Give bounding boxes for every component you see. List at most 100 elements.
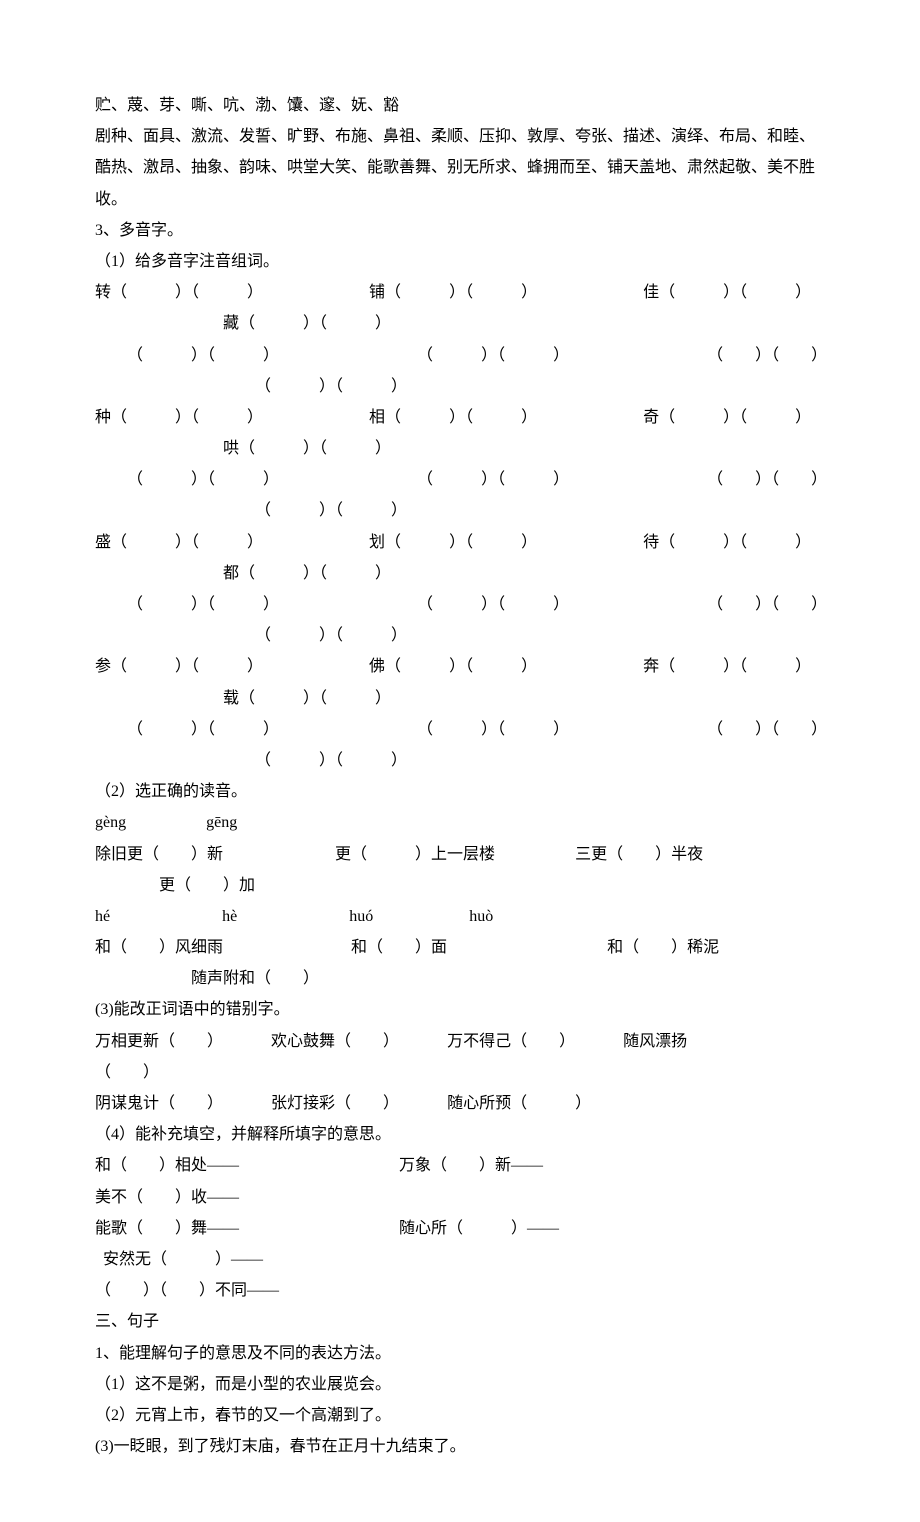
- exercise-row: 藏（）（）: [95, 308, 825, 339]
- sub-heading: （1）给多音字注音组词。: [95, 246, 825, 277]
- t: 能歌（: [95, 1220, 143, 1237]
- pinyin-row: gèng gēng: [95, 807, 825, 838]
- t: 阴谋鬼计（: [95, 1095, 175, 1112]
- t: ）（: [319, 502, 343, 519]
- t: ）新: [191, 846, 223, 863]
- t: ）: [795, 658, 811, 675]
- t: ）（: [723, 658, 747, 675]
- t: （: [95, 1282, 111, 1299]
- pinyin-row: héhèhuóhuò: [95, 901, 825, 932]
- t: 更（: [159, 877, 191, 894]
- t: ）: [375, 690, 391, 707]
- t: 和（: [607, 939, 639, 956]
- t: 奇（: [643, 409, 675, 426]
- exercise-row: 安然无（ ）——: [95, 1244, 825, 1275]
- t: ）收——: [175, 1189, 239, 1206]
- t: ）: [795, 534, 811, 551]
- exercise-row: 种（）（）相（）（）奇（）（）: [95, 402, 825, 433]
- t: 除旧更（: [95, 846, 159, 863]
- t: ）舞——: [175, 1220, 239, 1237]
- text-line: 1、能理解句子的意思及不同的表达方法。: [95, 1338, 825, 1369]
- t: ）: [263, 347, 279, 364]
- t: （: [707, 471, 723, 488]
- t: ）: [811, 721, 827, 738]
- t: 万相更新（: [95, 1033, 175, 1050]
- t: gèng: [95, 814, 126, 831]
- t: ）（: [481, 596, 505, 613]
- t: ）（: [175, 284, 199, 301]
- t: ）: [811, 471, 827, 488]
- t: ）不同——: [199, 1282, 279, 1299]
- t: ）: [811, 596, 827, 613]
- t: ）: [263, 721, 279, 738]
- exercise-row: 除旧更（）新更（）上一层楼三更（）半夜: [95, 839, 825, 870]
- t: ）: [391, 378, 407, 395]
- t: 参（: [95, 658, 127, 675]
- t: ）: [521, 284, 537, 301]
- t: （: [707, 347, 723, 364]
- t: ）（: [449, 534, 473, 551]
- t: （: [417, 721, 433, 738]
- t: 更（: [335, 846, 367, 863]
- t: （: [707, 596, 723, 613]
- heading: 3、多音字。: [95, 215, 825, 246]
- t: （: [255, 627, 271, 644]
- t: ）: [553, 596, 569, 613]
- t: ）: [247, 409, 263, 426]
- exercise-row: 参（）（）佛（）（）奔（）（）: [95, 651, 825, 682]
- t: huó: [349, 908, 373, 925]
- t: （: [255, 378, 271, 395]
- t: 载（: [223, 690, 255, 707]
- t: 哄（: [223, 440, 255, 457]
- t: ）（: [191, 471, 215, 488]
- t: gēng: [206, 814, 237, 831]
- t: （: [127, 596, 143, 613]
- t: 盛（: [95, 534, 127, 551]
- t: ）: [391, 502, 407, 519]
- t: ）: [553, 721, 569, 738]
- t: ）（: [755, 347, 779, 364]
- t: ）: [247, 534, 263, 551]
- exercise-row: 盛（）（）划（）（）待（）（）: [95, 527, 825, 558]
- t: ）（: [449, 409, 473, 426]
- t: ）（: [175, 658, 199, 675]
- t: （: [417, 471, 433, 488]
- t: huò: [469, 908, 493, 925]
- t: ）——: [215, 1251, 263, 1268]
- t: 转（: [95, 284, 127, 301]
- t: ）（: [755, 596, 779, 613]
- t: 安然无（: [103, 1251, 167, 1268]
- t: （: [127, 471, 143, 488]
- t: 相（: [369, 409, 401, 426]
- t: ）: [247, 284, 263, 301]
- t: ）（: [303, 690, 327, 707]
- t: ）: [375, 315, 391, 332]
- t: （: [127, 347, 143, 364]
- t: ）: [391, 752, 407, 769]
- t: ）（: [755, 471, 779, 488]
- t: ）（: [481, 471, 505, 488]
- t: 铺（: [369, 284, 401, 301]
- t: ）: [263, 471, 279, 488]
- t: 佳（: [643, 284, 675, 301]
- t: （: [95, 1064, 111, 1081]
- t: hé: [95, 908, 110, 925]
- t: 美不（: [95, 1189, 143, 1206]
- t: ）: [303, 970, 319, 987]
- t: ）（: [481, 721, 505, 738]
- t: ）（: [319, 752, 343, 769]
- exercise-row: 载（ ）（ ）: [95, 683, 825, 714]
- t: ）: [795, 409, 811, 426]
- sub-heading: （2）选正确的读音。: [95, 776, 825, 807]
- t: ）: [521, 534, 537, 551]
- t: ）（: [319, 627, 343, 644]
- t: 藏（: [223, 315, 255, 332]
- t: ）（: [143, 1282, 167, 1299]
- exercise-row: （）（）: [95, 371, 825, 402]
- t: ）: [795, 284, 811, 301]
- text-line: （2）元宵上市，春节的又一个高潮到了。: [95, 1400, 825, 1431]
- t: 种（: [95, 409, 127, 426]
- exercise-row: 万相更新（）欢心鼓舞（）万不得己（）随风漂扬: [95, 1026, 825, 1057]
- t: ）风细雨: [159, 939, 223, 956]
- t: ）面: [415, 939, 447, 956]
